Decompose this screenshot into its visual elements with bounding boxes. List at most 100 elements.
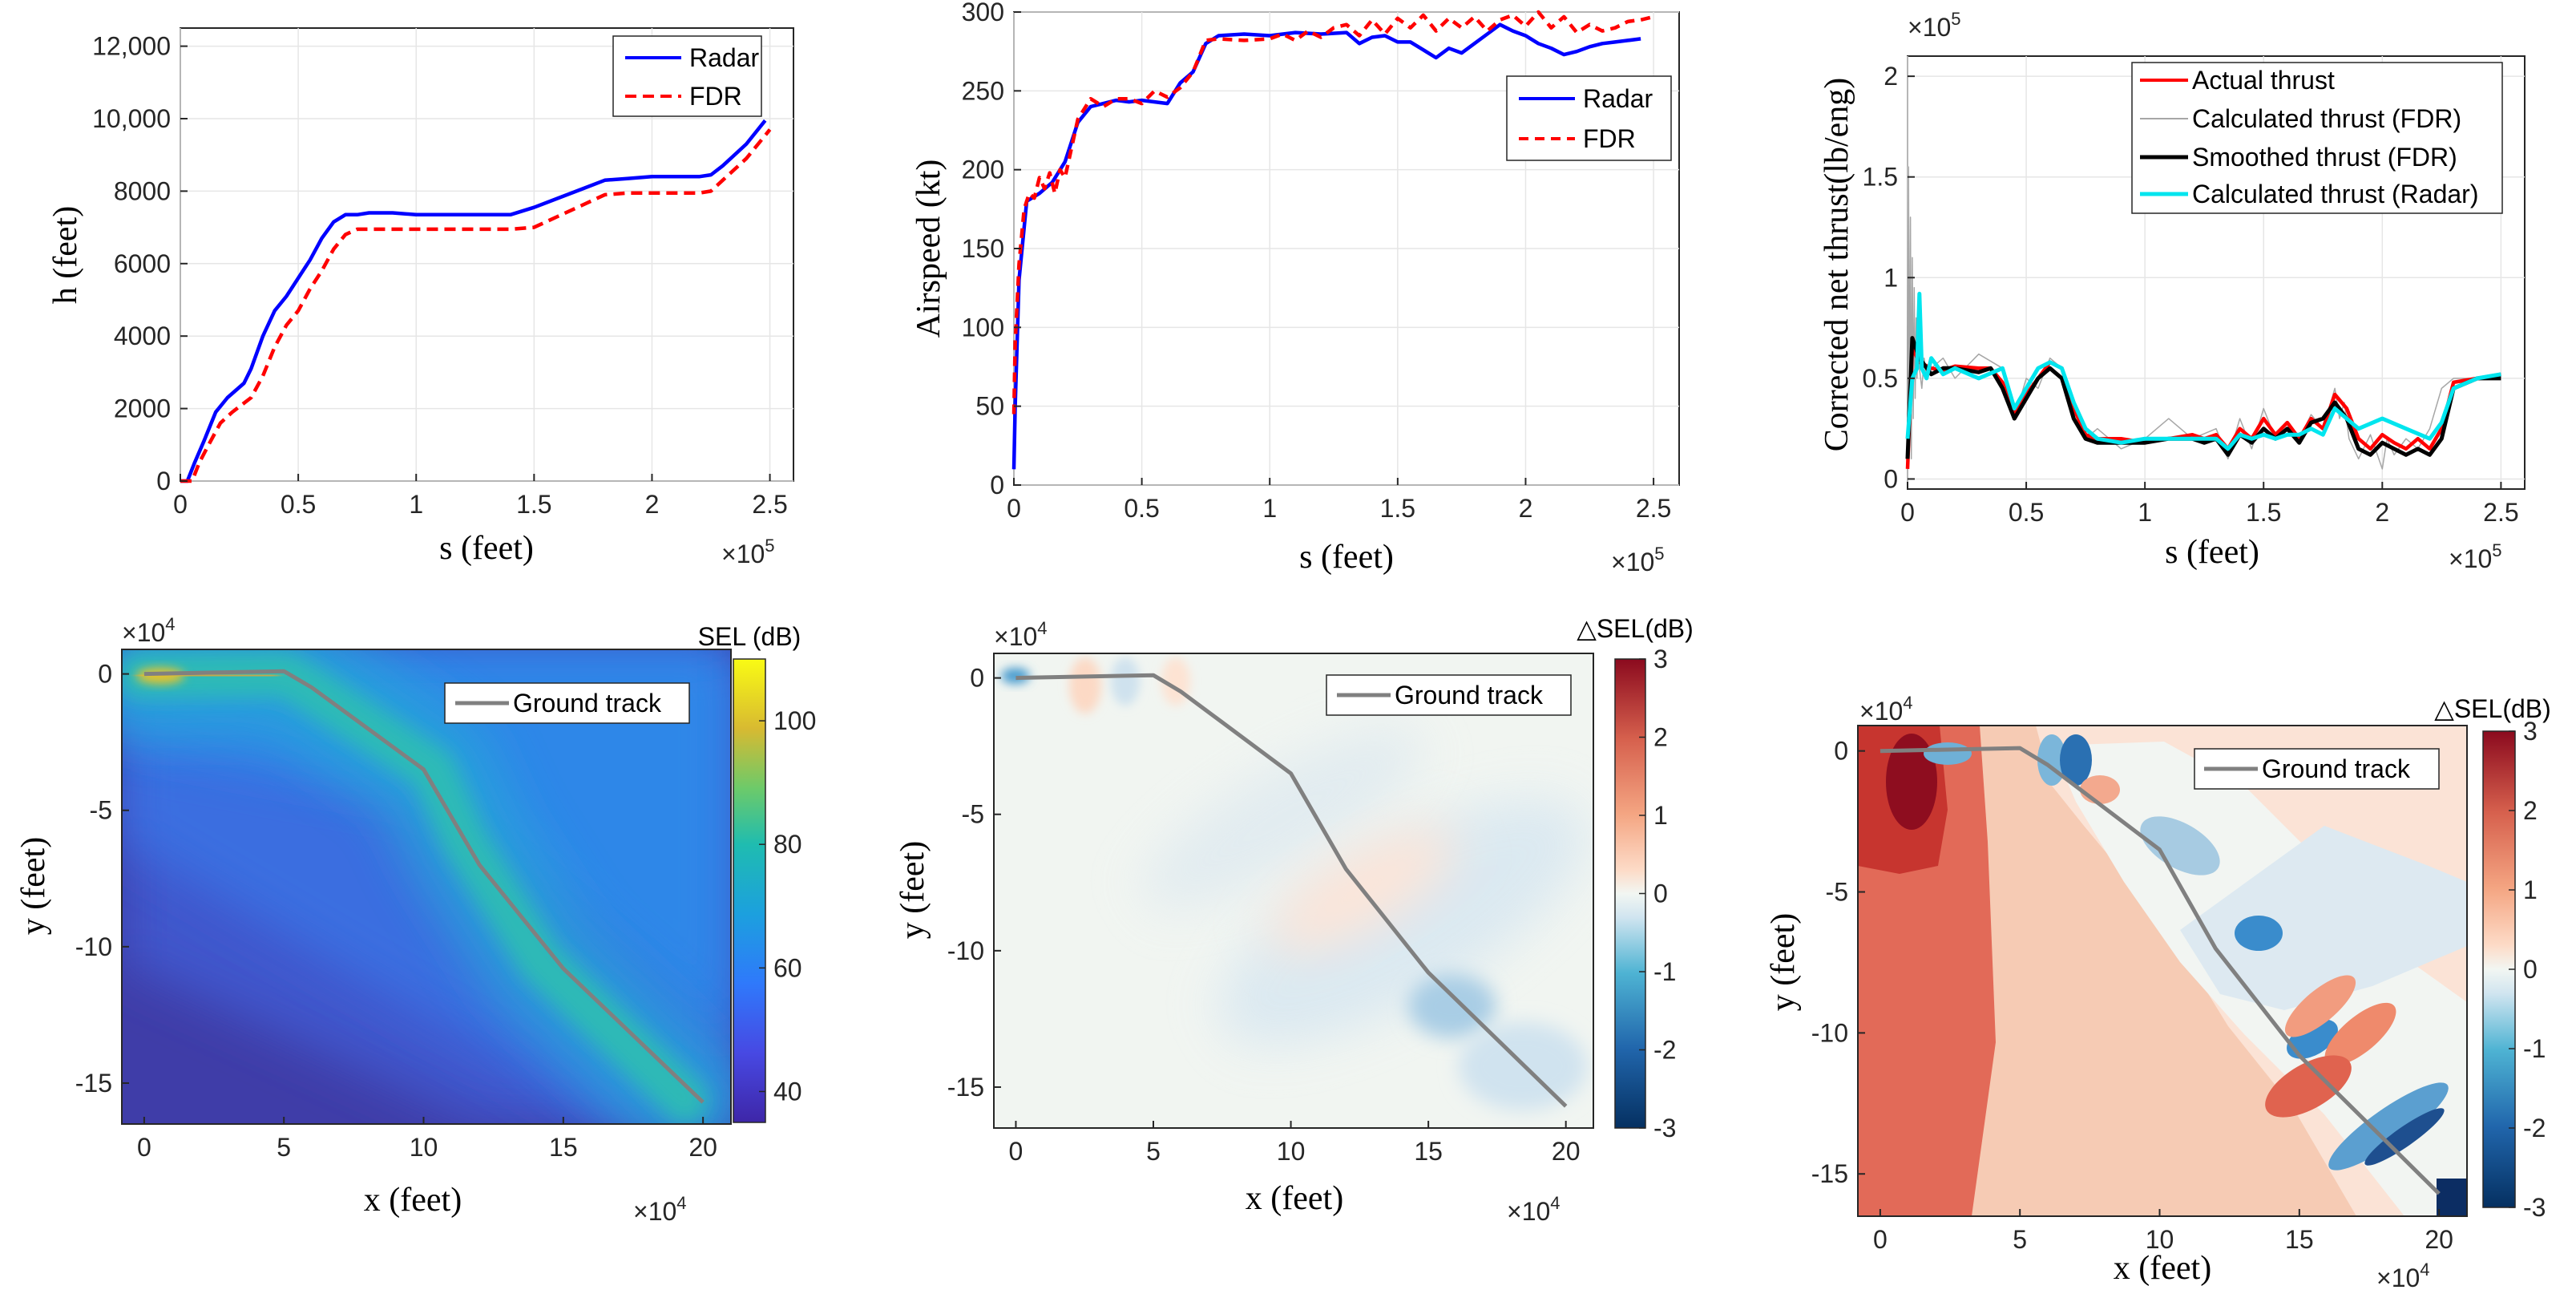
x-tick-label: 20	[1552, 1137, 1581, 1166]
y-tick-label: -15	[75, 1069, 112, 1098]
y-tick-label: 250	[962, 76, 1004, 105]
x-tick-label: 20	[2425, 1225, 2453, 1254]
x-tick-label: 2	[2375, 498, 2389, 527]
thrust-x-multiplier: ×105	[2449, 540, 2502, 573]
y-tick-label: 100	[962, 313, 1004, 342]
y-tick-label: 150	[962, 234, 1004, 263]
ground-track-line	[1015, 673, 1568, 1108]
y-tick-label: -5	[1826, 878, 1848, 907]
delta-sel-b-field	[1858, 726, 2467, 1216]
x-tick-label: 1.5	[2246, 498, 2281, 527]
x-tick-label: 10	[410, 1133, 438, 1162]
x-tick-label: 1.5	[516, 490, 551, 519]
ground-track-line	[1880, 746, 2441, 1195]
delta-sel-b-y-multiplier: ×104	[1859, 693, 1913, 726]
colorbar-tick-label: 0	[1653, 879, 1668, 908]
colorbar-tick-label: 80	[773, 830, 802, 859]
airspeed-x-multiplier: ×105	[1611, 544, 1665, 576]
colorbar-tick-label: 0	[2523, 955, 2538, 984]
y-tick-label: 0	[98, 660, 112, 689]
y-tick-label: 50	[975, 392, 1004, 421]
delta-sel-chart-a: 0 5 10 15 200-5-10-15 Ground track -3-2-1012…	[894, 614, 1694, 1226]
x-tick-label: 15	[549, 1133, 578, 1162]
series-line-calculated-thrust-radar	[1905, 291, 2501, 451]
legend-label-fdr: FDR	[1583, 124, 1636, 153]
sel-xlabel: x (feet)	[364, 1182, 462, 1219]
altitude-ylabel: h (feet)	[47, 206, 84, 304]
x-tick-label: 15	[2285, 1225, 2314, 1254]
x-tick-label: 0.5	[281, 490, 316, 519]
legend-label-calc-radar: Calculated thrust (Radar)	[2192, 180, 2478, 208]
x-tick-label: 20	[688, 1133, 717, 1162]
colorbar-tick-label: 3	[1653, 645, 1668, 673]
x-tick-label: 0	[1873, 1225, 1888, 1254]
colorbar-tick-label: 2	[2523, 796, 2538, 825]
x-tick-label: 1	[409, 490, 423, 519]
y-tick-label: -15	[1811, 1159, 1848, 1188]
ground-track-line	[143, 669, 705, 1104]
colorbar-tick-label: -3	[2523, 1193, 2546, 1222]
thrust-legend: Actual thrust Calculated thrust (FDR) Sm…	[2131, 62, 2503, 214]
x-tick-label: 0.5	[2009, 498, 2044, 527]
thrust-xlabel: s (feet)	[2165, 534, 2259, 571]
y-tick-label: -5	[962, 800, 984, 829]
thrust-y-multiplier: ×105	[1908, 9, 1961, 42]
x-tick-label: 1	[1262, 494, 1277, 523]
colorbar-tick-label: -2	[1653, 1036, 1676, 1065]
series-line-radar	[180, 119, 767, 483]
y-tick-label: 0	[156, 467, 171, 495]
y-tick-label: 0	[990, 471, 1004, 499]
thrust-ylabel: Corrected net thrust(lb/eng)	[1819, 78, 1855, 452]
colorbar-tick-label: 1	[1653, 801, 1668, 830]
thrust-chart: 0 0.5 1 1.5 2 2.5 0 0.5 1 1.5 2 Actual thrust Calc…	[1819, 9, 2526, 573]
colorbar-tick-label: -3	[1653, 1114, 1676, 1142]
y-tick-label: -15	[947, 1073, 984, 1102]
x-tick-label: 5	[2013, 1225, 2027, 1254]
x-tick-label: 2.5	[2483, 498, 2518, 527]
x-tick-label: 2.5	[752, 490, 787, 519]
delta-sel-a-colorbar-title: △SEL(dB)	[1577, 614, 1694, 643]
sel-colorbar-title: SEL (dB)	[698, 622, 801, 651]
series-line-fdr	[1011, 10, 1654, 414]
colorbar-tick-label: -1	[2523, 1034, 2546, 1063]
x-tick-label: 0	[173, 490, 188, 519]
y-tick-label: -10	[1811, 1018, 1848, 1047]
y-tick-label: 0	[970, 664, 984, 693]
y-tick-label: 12,000	[92, 32, 171, 61]
sel-colorbar	[733, 658, 766, 1123]
x-tick-label: 5	[277, 1133, 291, 1162]
legend-label-calc-fdr: Calculated thrust (FDR)	[2192, 104, 2461, 133]
airspeed-legend: Radar FDR	[1506, 75, 1672, 161]
x-tick-label: 2.5	[1636, 494, 1671, 523]
y-tick-label: 1.5	[1863, 163, 1898, 192]
y-tick-label: -10	[75, 932, 112, 961]
legend-label-actual: Actual thrust	[2192, 66, 2335, 95]
legend-label-radar: Radar	[1583, 84, 1653, 113]
delta-sel-b-legend: Ground track	[2194, 748, 2440, 790]
sel-y-multiplier: ×104	[122, 614, 176, 647]
x-tick-label: 1.5	[1380, 494, 1415, 523]
x-tick-label: 5	[1146, 1137, 1161, 1166]
x-tick-label: 0	[1900, 498, 1915, 527]
delta-sel-a-x-multiplier: ×104	[1507, 1193, 1561, 1226]
airspeed-ylabel: Airspeed (kt)	[910, 160, 947, 338]
altitude-xlabel: s (feet)	[439, 530, 534, 567]
sel-ground-track-layer	[143, 669, 705, 1104]
y-tick-label: 10,000	[92, 104, 171, 133]
colorbar-tick-label: -1	[1653, 957, 1676, 986]
y-tick-label: 0	[1884, 464, 1898, 493]
legend-label-ground-track: Ground track	[2262, 754, 2411, 783]
legend-label-ground-track: Ground track	[1395, 681, 1544, 710]
y-tick-label: 0	[1834, 737, 1848, 766]
altitude-chart: 0 0.5 1 1.5 2 2.5 0 2000 4000 6000 8000 10,000 12,00…	[47, 27, 794, 568]
airspeed-xlabel: s (feet)	[1299, 539, 1394, 576]
x-tick-label: 10	[1277, 1137, 1306, 1166]
delta-sel-b-ground-track-layer	[1880, 746, 2441, 1195]
x-tick-label: 2	[645, 490, 660, 519]
x-tick-label: 0.5	[1124, 494, 1159, 523]
x-tick-label: 0	[137, 1133, 151, 1162]
delta-sel-a-field	[994, 653, 1593, 1128]
altitude-x-multiplier: ×105	[721, 536, 775, 568]
colorbar-tick-label: 60	[773, 953, 802, 982]
delta-sel-b-ylabel: y (feet)	[1765, 913, 1802, 1011]
